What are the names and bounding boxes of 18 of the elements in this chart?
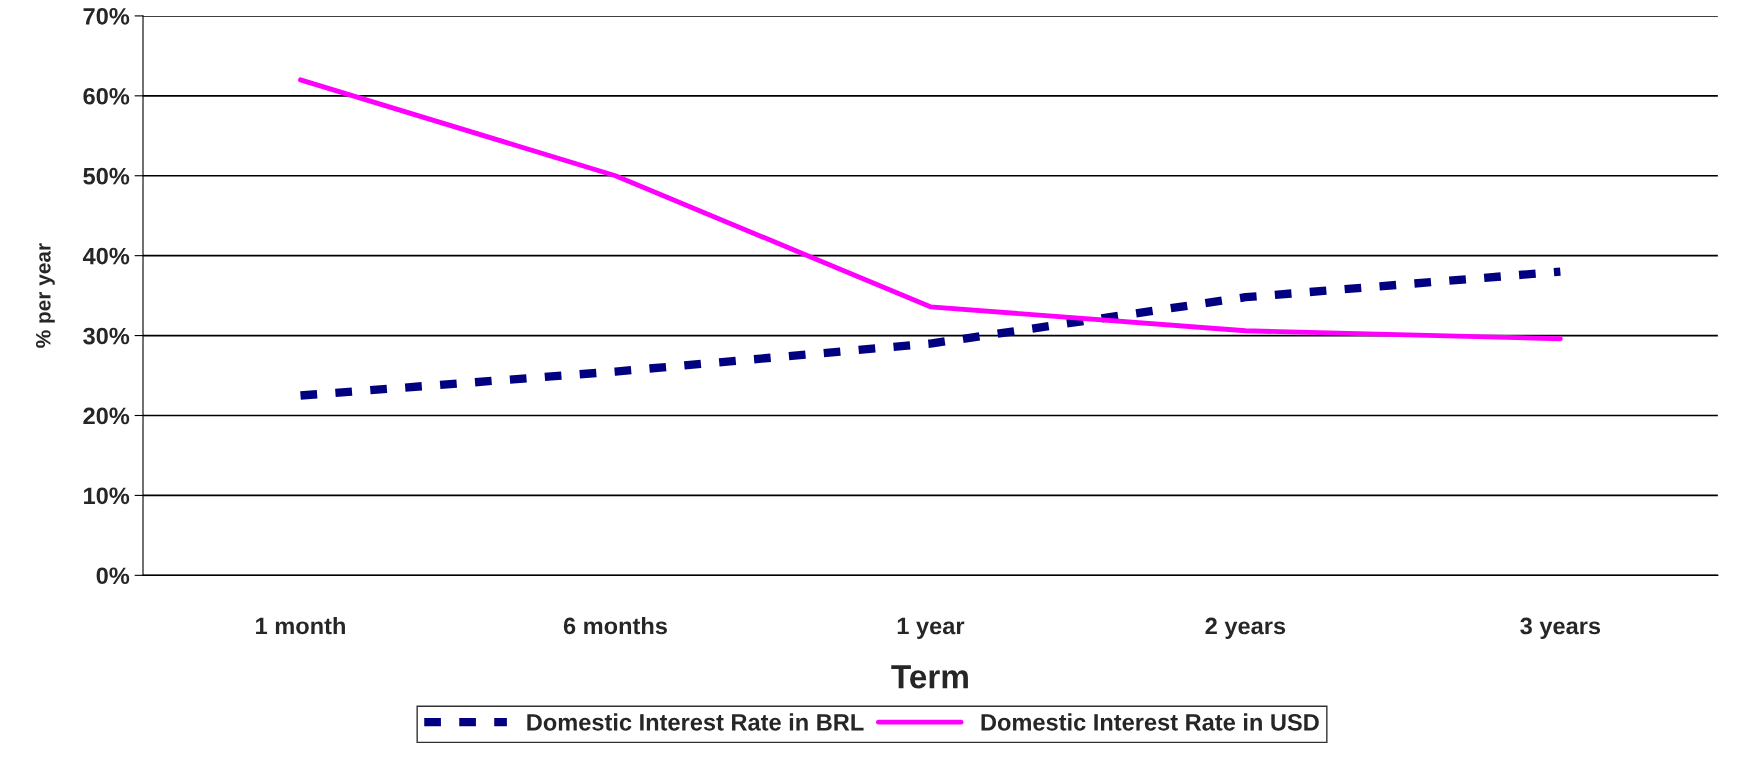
legend-label: Domestic Interest Rate in USD	[981, 713, 1319, 731]
x-tick-label: 3 years	[1520, 617, 1601, 639]
y-tick-label: 20%	[83, 407, 130, 425]
line-series	[298, 77, 1563, 342]
legend-label: Domestic Interest Rate in BRL	[527, 713, 864, 731]
y-axis-title: % per year	[35, 243, 55, 348]
x-tick-label: 1 year	[897, 617, 965, 639]
y-tick-label: 50%	[83, 167, 130, 185]
x-tick-label: 2 years	[1205, 617, 1286, 639]
x-tick-label: 6 months	[563, 616, 667, 635]
y-tick-label: 60%	[83, 87, 130, 105]
x-axis-title: Term	[891, 665, 968, 689]
y-tick-label: 40%	[82, 247, 130, 265]
y-tick-label: 0%	[96, 567, 130, 585]
y-tick-label: 10%	[84, 487, 130, 505]
y-tick-label: 70%	[83, 7, 130, 25]
y-tick-label: 30%	[83, 327, 130, 345]
x-tick-label: 1 month	[256, 616, 345, 635]
